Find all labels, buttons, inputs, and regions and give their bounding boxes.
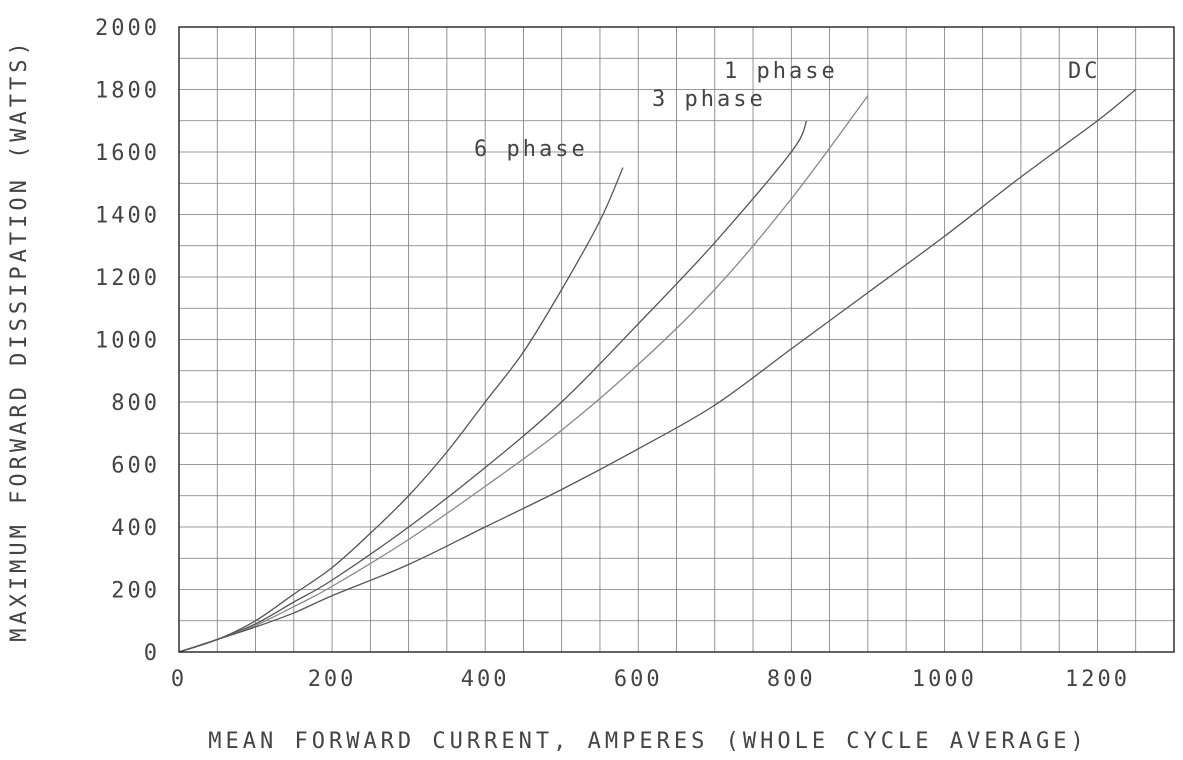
y-tick-label: 0 xyxy=(144,641,160,666)
y-tick-label: 200 xyxy=(111,579,160,604)
y-tick-label: 1000 xyxy=(95,329,160,354)
x-tick-label: 200 xyxy=(308,667,357,692)
x-tick-label: 0 xyxy=(171,667,187,692)
x-tick-label: 400 xyxy=(461,667,510,692)
grid xyxy=(178,26,1175,653)
annotation-3-phase: 3 phase xyxy=(652,87,766,112)
plot-frame xyxy=(178,26,1175,653)
annotation-1-phase: 1 phase xyxy=(724,59,838,84)
annotation-dc: DC xyxy=(1068,59,1101,84)
y-tick-label: 800 xyxy=(111,391,160,416)
y-tick-label: 1600 xyxy=(95,141,160,166)
x-tick-label: 800 xyxy=(767,667,816,692)
x-tick-labels: 0 200 400 600 800 1000 1200 xyxy=(171,667,1130,692)
x-tick-label: 600 xyxy=(614,667,663,692)
y-tick-labels: 0 200 400 600 800 1000 1200 1400 1600 1800 2000 xyxy=(95,16,160,666)
annotation-6-phase: 6 phase xyxy=(474,137,588,162)
x-tick-label: 1200 xyxy=(1065,667,1130,692)
y-tick-label: 2000 xyxy=(95,16,160,41)
y-tick-label: 1800 xyxy=(95,79,160,104)
series-line-6-phase xyxy=(178,167,624,653)
y-tick-label: 400 xyxy=(111,516,160,541)
series-lines xyxy=(178,88,1137,653)
y-tick-label: 600 xyxy=(111,454,160,479)
x-tick-label: 1000 xyxy=(912,667,977,692)
series-line-1-phase xyxy=(178,95,869,653)
y-axis-label: MAXIMUM FORWARD DISSIPATION (WATTS) xyxy=(7,38,32,642)
series-line-3-phase xyxy=(178,120,808,653)
y-tick-label: 1400 xyxy=(95,204,160,229)
x-axis-label: MEAN FORWARD CURRENT, AMPERES (WHOLE CYC… xyxy=(208,729,1088,754)
series-line-dc xyxy=(178,88,1137,653)
y-tick-label: 1200 xyxy=(95,266,160,291)
